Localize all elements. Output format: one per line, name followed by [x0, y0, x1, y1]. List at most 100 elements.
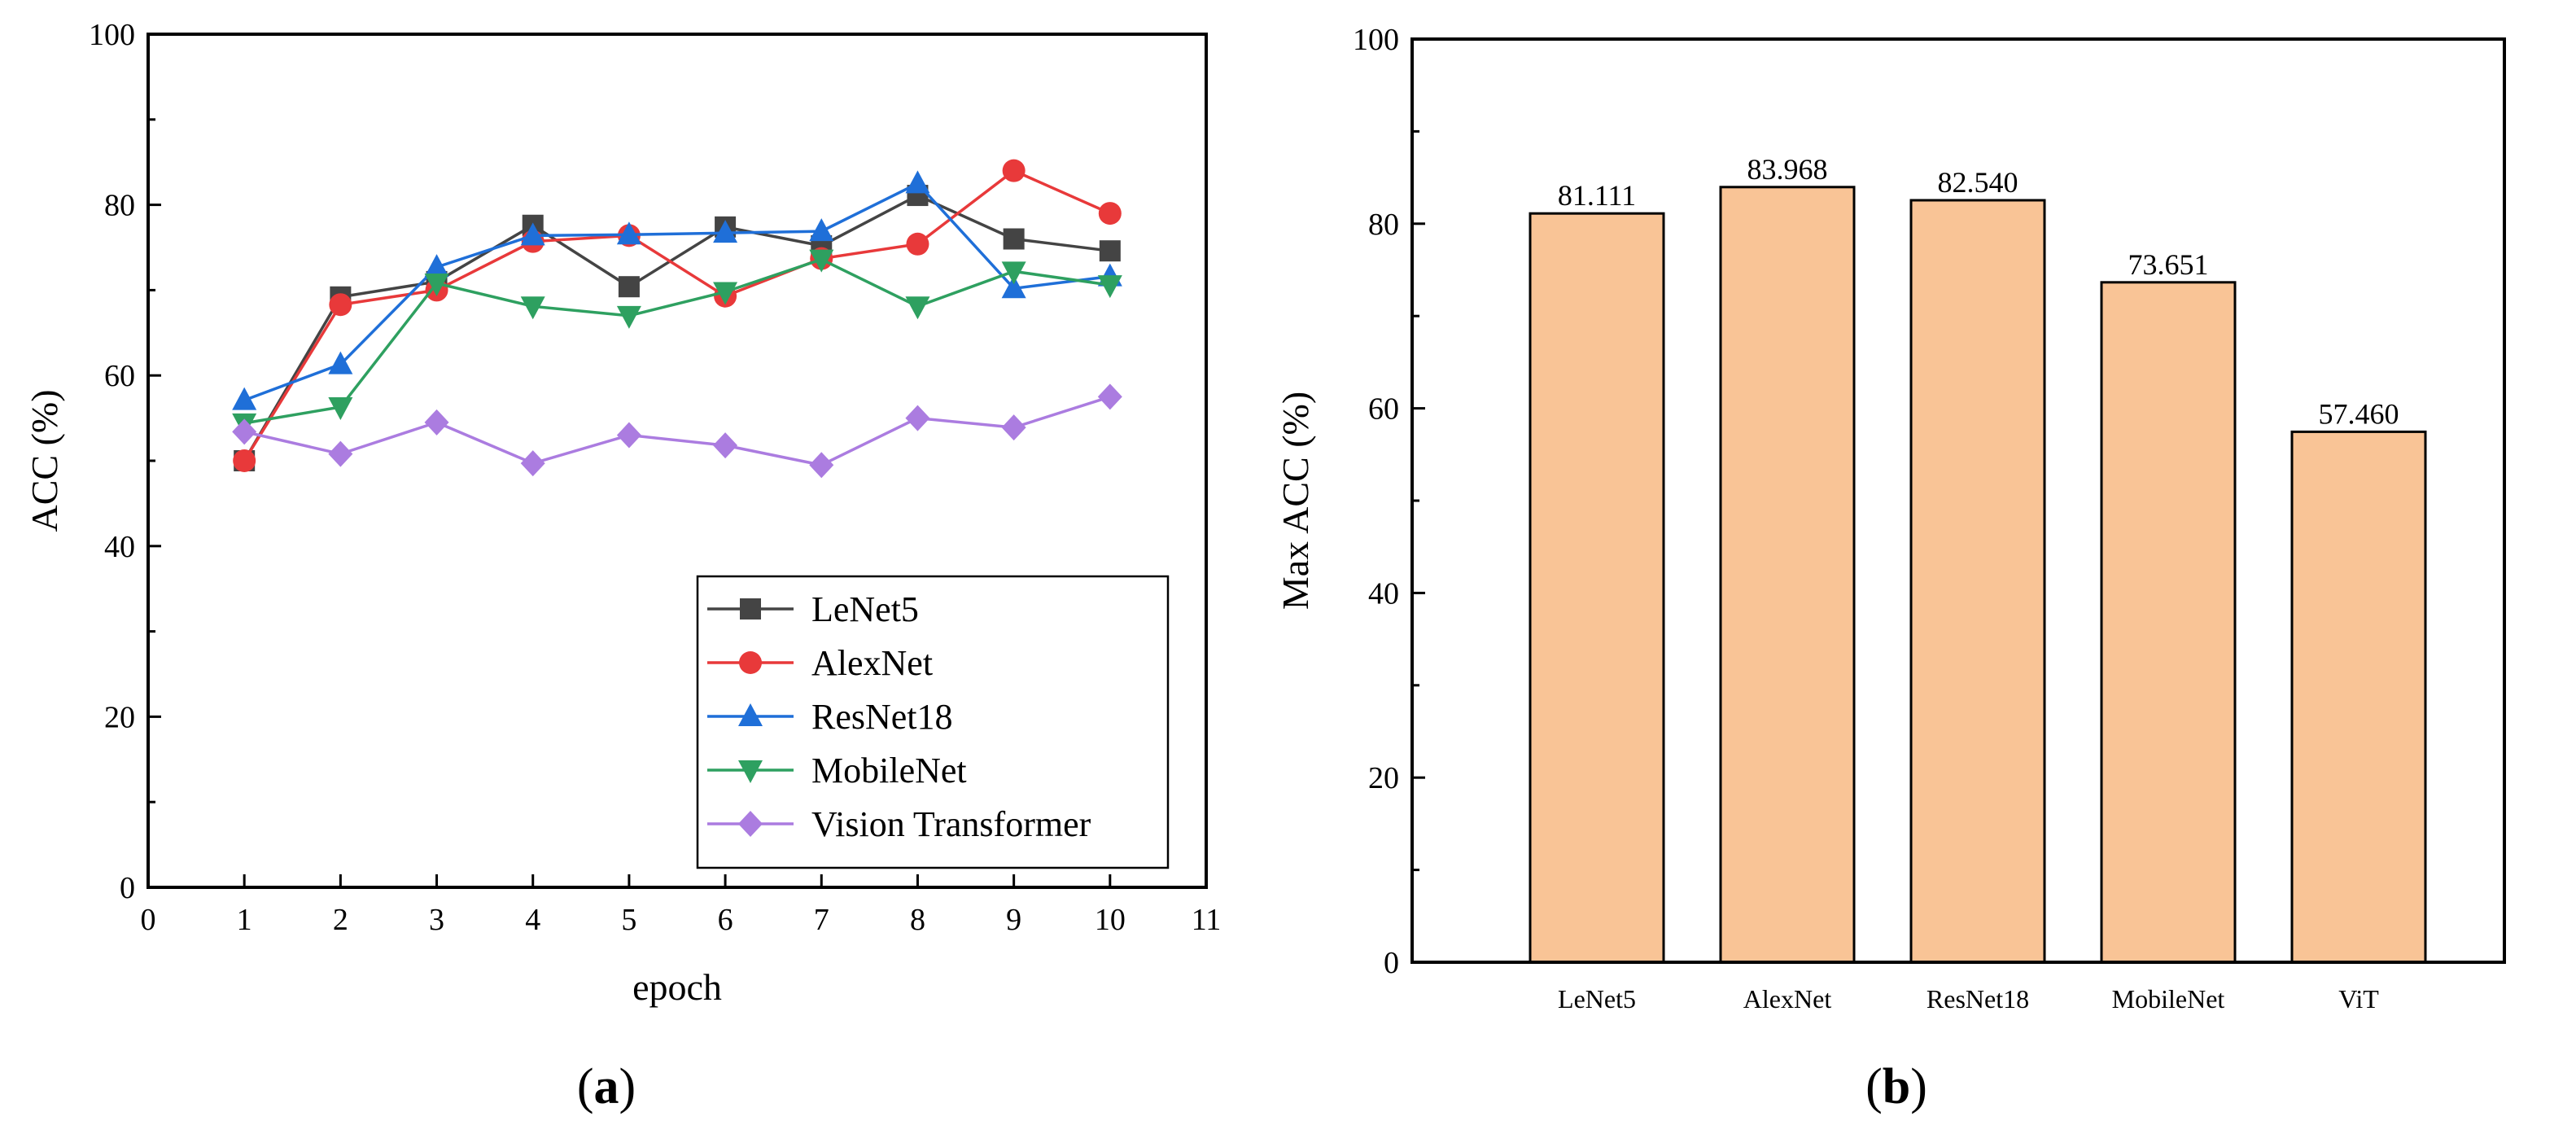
data-point: [713, 220, 738, 243]
data-point: [809, 218, 834, 242]
panel-label-letter: a: [594, 1059, 619, 1114]
panel-label-close: ): [619, 1059, 636, 1114]
y-tick-label: 60: [1368, 392, 1399, 427]
y-tick-label: 100: [1353, 23, 1399, 57]
data-point: [618, 276, 640, 298]
series-line: [243, 257, 1111, 425]
data-point: [906, 232, 929, 256]
legend-label: Vision Transformer: [811, 804, 1091, 844]
panel-label-a: (a): [577, 1059, 636, 1114]
category-label: MobileNet: [2112, 984, 2225, 1014]
y-tick-label: 40: [1368, 576, 1399, 611]
data-point: [424, 254, 449, 278]
data-point: [616, 221, 641, 245]
bar-value-label: 57.460: [2319, 397, 2399, 430]
data-point: [1002, 159, 1026, 182]
data-point: [232, 387, 257, 410]
series-line: [243, 169, 1111, 462]
x-tick-label: 2: [333, 903, 348, 937]
bar-lenet5: 81.111: [1529, 179, 1665, 964]
data-point: [424, 409, 449, 436]
x-tick-label: 8: [910, 903, 925, 937]
legend-marker: [738, 760, 763, 783]
x-tick-label: 7: [814, 903, 829, 937]
y-tick-label: 80: [1368, 208, 1399, 242]
bar-resnet18: 82.540: [1909, 166, 2046, 964]
y-tick-label: 100: [89, 18, 135, 52]
legend-item-mobilenet: MobileNet: [707, 751, 967, 790]
category-label: ViT: [2338, 984, 2379, 1014]
data-point: [713, 282, 738, 305]
legend-item-vision-transformer: Vision Transformer: [707, 804, 1091, 844]
legend-item-alexnet: AlexNet: [707, 643, 933, 683]
legend: LeNet5 AlexNet ResNet18 MobileNet Vision Tra…: [696, 575, 1170, 869]
x-tick-label: 4: [525, 903, 540, 937]
legend-label: AlexNet: [811, 643, 933, 683]
y-axis-title: Max ACC (%): [1275, 392, 1316, 610]
x-tick-label: 0: [141, 903, 156, 937]
legend-label: MobileNet: [811, 751, 967, 790]
legend-label: ResNet18: [811, 697, 953, 737]
bar-value-label: 83.968: [1747, 153, 1828, 186]
bar-vit: 57.460: [2290, 397, 2427, 964]
y-tick-label: 0: [1384, 946, 1399, 980]
data-point: [1098, 202, 1122, 225]
data-point: [1001, 275, 1026, 299]
bar: [1719, 186, 1856, 964]
x-tick-label: 3: [429, 903, 444, 937]
category-label: LeNet5: [1558, 984, 1636, 1014]
y-axis-title: ACC (%): [24, 389, 65, 532]
y-tick-label: 0: [120, 871, 135, 905]
data-point: [1099, 240, 1121, 262]
y-tick-label: 40: [104, 530, 135, 564]
y-axis-ticks: 0 20 40 60 80 100: [1353, 23, 1425, 980]
data-point: [424, 274, 449, 297]
category-label: ResNet18: [1927, 984, 2029, 1014]
x-tick-label: 6: [718, 903, 733, 937]
panel-label-close: ): [1910, 1059, 1927, 1114]
x-axis-title: epoch: [632, 966, 722, 1008]
bar-value-label: 81.111: [1558, 179, 1636, 212]
legend-marker: [738, 703, 763, 726]
data-point: [905, 405, 930, 431]
data-point: [520, 296, 545, 320]
bar: [2100, 281, 2237, 964]
panel-label-b: (b): [1865, 1059, 1927, 1114]
data-point: [809, 452, 834, 479]
bar: [1529, 212, 1665, 964]
legend-marker: [740, 598, 761, 620]
series-group: [232, 159, 1122, 479]
legend-marker: [739, 651, 762, 674]
bar-value-label: 82.540: [1938, 166, 2018, 199]
data-point: [905, 170, 930, 194]
plot-frame: [147, 33, 1208, 889]
y-tick-label: 60: [104, 359, 135, 393]
series-mobilenet: [232, 249, 1122, 436]
plot-frame: [1410, 37, 2506, 964]
series-line: [243, 395, 1111, 467]
x-tick-label: 1: [237, 903, 252, 937]
x-tick-label: 11: [1192, 903, 1222, 937]
legend-box: [696, 575, 1170, 869]
data-point: [329, 293, 352, 317]
data-point: [520, 450, 545, 477]
bar-value-label: 73.651: [2128, 248, 2209, 281]
bar-alexnet: 83.968: [1719, 153, 1856, 964]
data-point: [616, 305, 641, 329]
series-line: [243, 182, 1111, 402]
x-tick-label: 10: [1095, 903, 1126, 937]
y-tick-label: 20: [104, 700, 135, 734]
data-point: [616, 422, 641, 449]
series-vision-transformer: [232, 383, 1122, 479]
series-lenet5: [234, 185, 1121, 471]
data-point: [232, 418, 257, 445]
bar: [1909, 199, 2046, 964]
series-resnet18: [232, 170, 1122, 410]
y-tick-label: 80: [104, 189, 135, 223]
legend-item-resnet18: ResNet18: [707, 697, 953, 737]
data-point: [1001, 261, 1026, 285]
category-labels: LeNet5 AlexNet ResNet18 MobileNet ViT: [1558, 984, 2379, 1014]
x-axis-ticks: 0 1 2 3 4 5 6 7 8 9 10 11: [141, 874, 1222, 937]
data-point: [1003, 228, 1025, 250]
